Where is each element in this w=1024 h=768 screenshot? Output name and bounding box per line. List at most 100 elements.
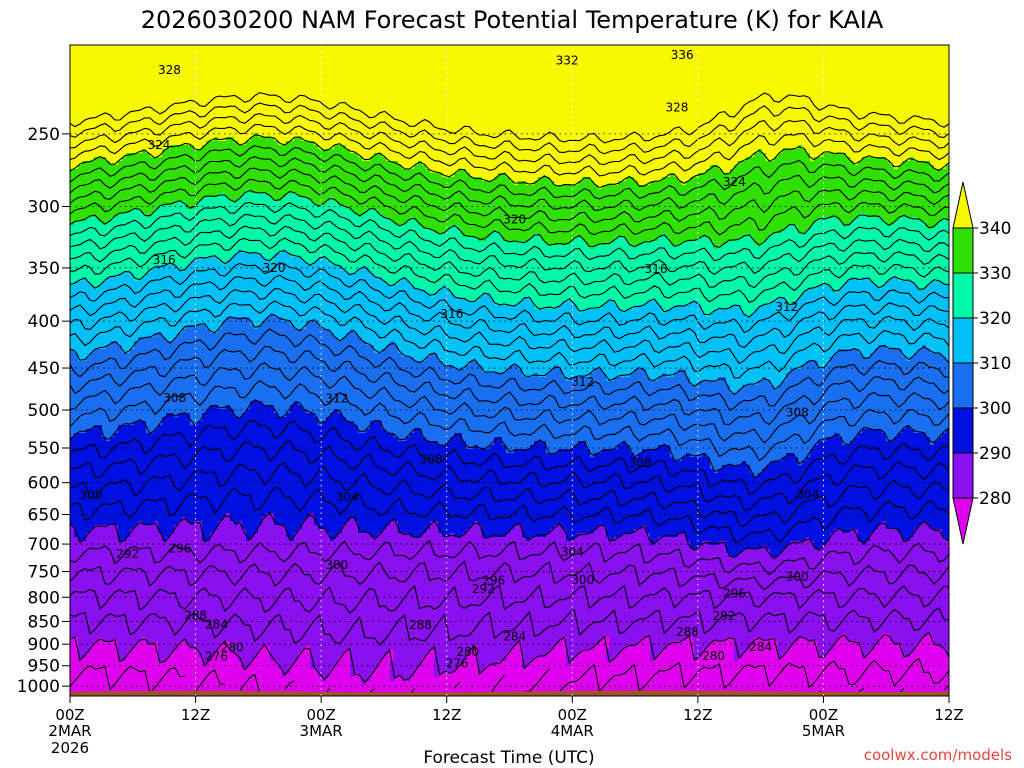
band-cell — [90, 73, 95, 78]
band-cell — [78, 49, 83, 54]
band-cell — [70, 417, 75, 422]
band-cell — [70, 261, 75, 266]
band-cell — [74, 437, 79, 442]
band-cell — [94, 141, 99, 146]
band-cell — [94, 421, 99, 426]
band-cell — [94, 197, 99, 202]
band-cell — [86, 669, 91, 674]
band-cell — [86, 165, 91, 170]
band-cell — [78, 517, 83, 522]
band-cell — [70, 249, 75, 254]
band-cell — [78, 201, 83, 206]
band-cell — [70, 329, 75, 334]
band-cell — [70, 641, 75, 646]
band-cell — [78, 309, 83, 314]
band-cell — [74, 489, 79, 494]
band-cell — [94, 381, 99, 386]
band-cell — [74, 461, 79, 466]
band-cell — [86, 305, 91, 310]
band-cell — [74, 521, 79, 526]
band-cell — [74, 193, 79, 198]
band-cell — [74, 545, 79, 550]
band-cell — [90, 173, 95, 178]
band-cell — [82, 649, 87, 654]
band-cell — [82, 637, 87, 642]
band-cell — [86, 349, 91, 354]
band-cell — [74, 477, 79, 482]
band-cell — [94, 49, 99, 54]
band-cell — [90, 609, 95, 614]
band-cell — [74, 181, 79, 186]
band-cell — [70, 289, 75, 294]
band-cell — [90, 561, 95, 566]
chart-title: 2026030200 NAM Forecast Potential Temper… — [141, 6, 884, 34]
band-cell — [82, 109, 87, 114]
band-cell — [78, 661, 83, 666]
band-cell — [82, 521, 87, 526]
band-cell — [94, 453, 99, 458]
band-cell — [94, 413, 99, 418]
band-cell — [70, 105, 75, 110]
band-cell — [78, 105, 83, 110]
band-cell — [78, 297, 83, 302]
band-cell — [74, 325, 79, 330]
band-cell — [74, 249, 79, 254]
band-cell — [82, 97, 87, 102]
band-cell — [78, 453, 83, 458]
band-cell — [74, 53, 79, 58]
band-cell — [86, 85, 91, 90]
band-cell — [82, 661, 87, 666]
band-cell — [90, 229, 95, 234]
band-cell — [82, 93, 87, 98]
band-cell — [94, 81, 99, 86]
band-cell — [98, 69, 103, 74]
band-cell — [78, 645, 83, 650]
band-cell — [86, 453, 91, 458]
band-cell — [82, 89, 87, 94]
band-cell — [86, 285, 91, 290]
band-cell — [86, 513, 91, 518]
band-cell — [82, 361, 87, 366]
band-cell — [82, 629, 87, 634]
band-cell — [78, 677, 83, 682]
band-cell — [90, 433, 95, 438]
band-cell — [94, 433, 99, 438]
band-cell — [94, 633, 99, 638]
band-cell — [78, 601, 83, 606]
band-cell — [78, 457, 83, 462]
band-cell — [86, 81, 91, 86]
plot-area: 328332 336328324324320316320 3163123163123… — [70, 45, 951, 698]
band-cell — [94, 609, 99, 614]
band-cell — [90, 105, 95, 110]
band-cell — [82, 329, 87, 334]
band-cell — [78, 545, 83, 550]
band-cell — [90, 421, 95, 426]
band-cell — [82, 221, 87, 226]
band-cell — [82, 673, 87, 678]
band-cell — [78, 629, 83, 634]
band-cell — [82, 101, 87, 106]
band-cell — [78, 597, 83, 602]
band-cell — [86, 321, 91, 326]
band-cell — [94, 293, 99, 298]
band-cell — [94, 529, 99, 534]
band-cell — [74, 297, 79, 302]
band-cell — [86, 521, 91, 526]
band-cell — [78, 585, 83, 590]
band-cell — [90, 301, 95, 306]
band-cell — [74, 385, 79, 390]
band-cell — [78, 681, 83, 686]
band-cell — [82, 685, 87, 690]
band-cell — [98, 49, 103, 54]
band-cell — [82, 77, 87, 82]
band-cell — [74, 113, 79, 118]
band-cell — [70, 97, 75, 102]
band-cell — [90, 305, 95, 310]
band-cell — [94, 397, 99, 402]
band-cell — [90, 329, 95, 334]
band-cell — [86, 89, 91, 94]
band-cell — [70, 649, 75, 654]
band-cell — [82, 377, 87, 382]
band-cell — [74, 453, 79, 458]
band-cell — [82, 605, 87, 610]
